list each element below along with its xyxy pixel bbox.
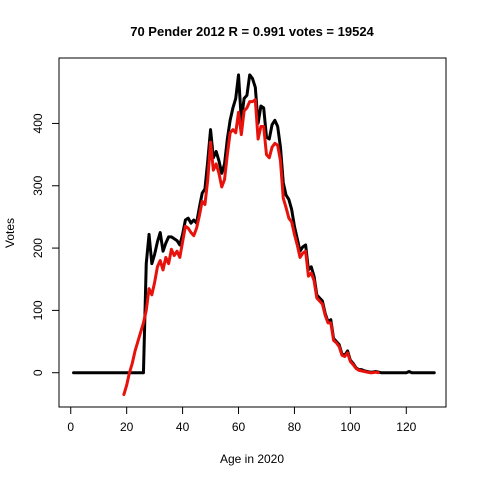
x-tick-label: 120 bbox=[396, 420, 416, 434]
y-tick-label: 200 bbox=[31, 238, 45, 258]
x-tick-label: 40 bbox=[176, 420, 190, 434]
y-tick-label: 400 bbox=[31, 113, 45, 133]
x-tick-label: 100 bbox=[340, 420, 360, 434]
chart-title: 70 Pender 2012 R = 0.991 votes = 19524 bbox=[130, 24, 374, 39]
x-axis-label: Age in 2020 bbox=[220, 452, 284, 466]
y-axis: 0 100 200 300 400 bbox=[31, 113, 60, 376]
y-axis-label: Votes bbox=[3, 218, 17, 248]
y-tick-label: 300 bbox=[31, 175, 45, 195]
series-line-2 bbox=[122, 98, 380, 397]
plot-frame bbox=[58, 57, 447, 408]
series-layer bbox=[72, 73, 436, 397]
x-tick-label: 0 bbox=[67, 420, 74, 434]
y-tick-label: 100 bbox=[31, 300, 45, 320]
y-tick-label: 0 bbox=[31, 369, 45, 376]
x-tick-label: 60 bbox=[232, 420, 246, 434]
x-tick-label: 80 bbox=[288, 420, 302, 434]
x-tick-label: 20 bbox=[120, 420, 134, 434]
